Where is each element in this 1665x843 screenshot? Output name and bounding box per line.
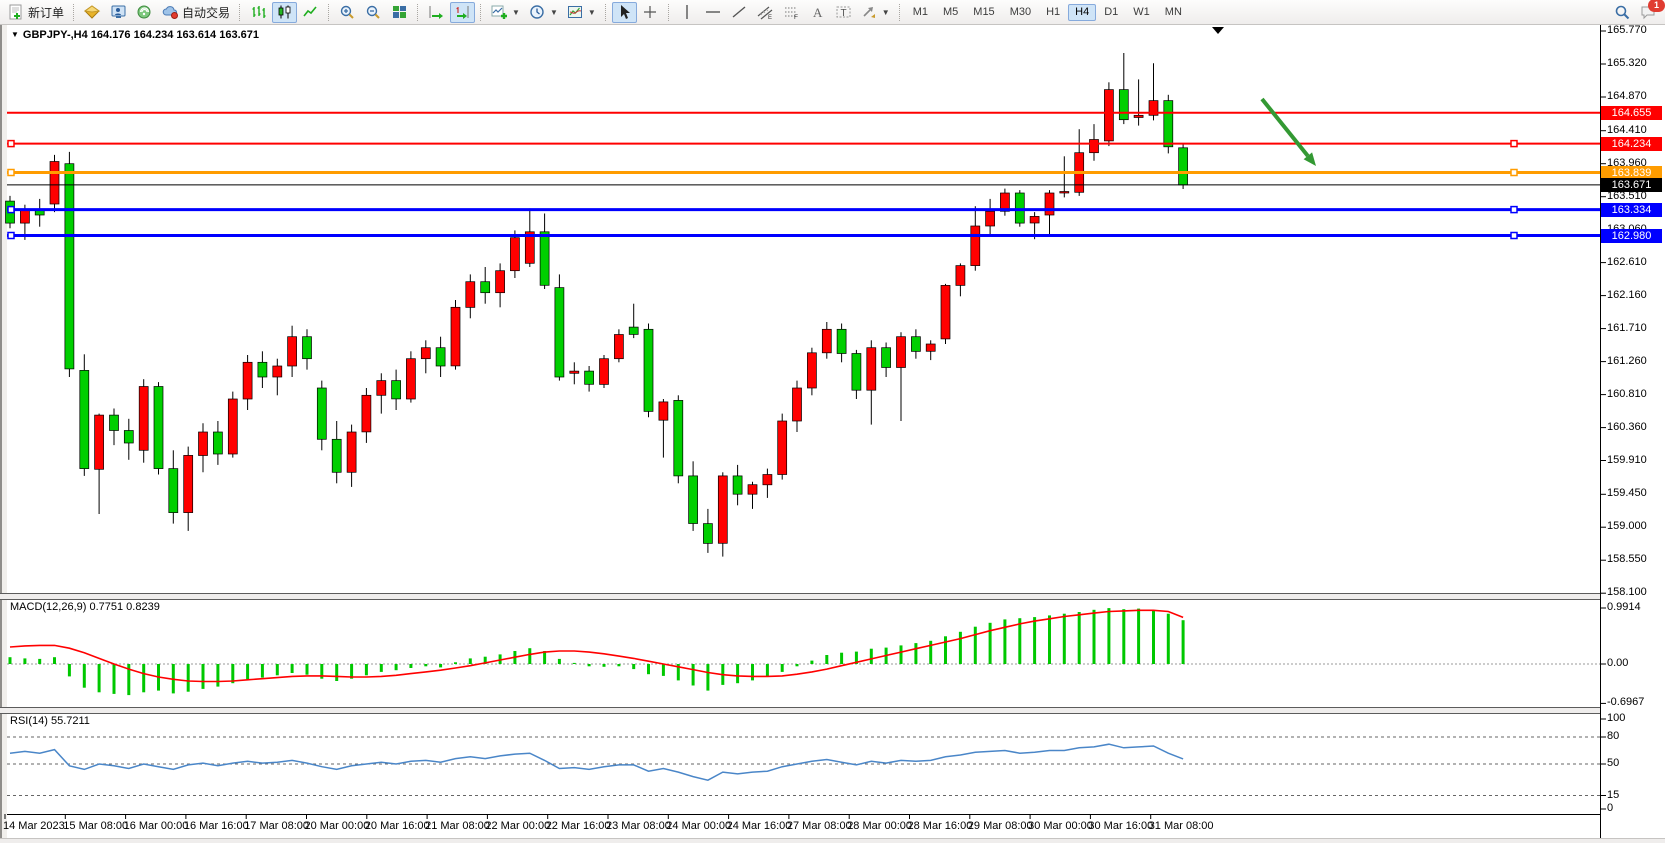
bar-chart-button[interactable] bbox=[246, 2, 271, 23]
tile-windows-button[interactable] bbox=[387, 2, 412, 23]
equidistant-channel-button[interactable]: E bbox=[753, 2, 778, 23]
autotrading-button[interactable]: 自动交易 bbox=[158, 2, 234, 23]
new-order-button[interactable]: 新订单 bbox=[4, 2, 68, 23]
toolbar-separator bbox=[73, 3, 75, 21]
main-chart-panel[interactable] bbox=[7, 25, 1600, 593]
toolbar-separator bbox=[604, 3, 607, 21]
channel-icon: E bbox=[757, 4, 774, 21]
toolbar-separator bbox=[328, 3, 330, 21]
window-left-edge bbox=[0, 25, 7, 838]
timeframe-w1-button[interactable]: W1 bbox=[1126, 4, 1157, 21]
chevron-down-icon: ▼ bbox=[512, 7, 520, 17]
svg-text:E: E bbox=[768, 15, 772, 20]
arrow-symbols-icon bbox=[861, 4, 878, 20]
text-label-button[interactable]: T bbox=[831, 2, 856, 23]
toolbar-separator bbox=[898, 3, 901, 21]
add-indicator-icon bbox=[491, 4, 508, 20]
vertical-line-icon bbox=[679, 4, 696, 20]
horizontal-line-button[interactable] bbox=[701, 2, 726, 23]
price-axis[interactable] bbox=[1600, 25, 1665, 838]
candlestick-icon bbox=[276, 4, 293, 20]
ohlc-bars-icon bbox=[250, 4, 267, 20]
zoom-in-button[interactable] bbox=[335, 2, 360, 23]
timeframe-h1-button[interactable]: H1 bbox=[1039, 4, 1067, 21]
candlestick-chart-button[interactable] bbox=[272, 1, 298, 23]
cursor-button[interactable] bbox=[611, 1, 637, 23]
svg-text:A: A bbox=[813, 5, 823, 20]
chevron-down-icon: ▼ bbox=[881, 7, 890, 17]
fibonacci-icon: F bbox=[783, 4, 800, 21]
periods-button[interactable]: ▼ bbox=[525, 2, 562, 23]
search-button[interactable] bbox=[1610, 2, 1635, 23]
chart-ohlc-readout: ▼ GBPJPY-,H4 164.176 164.234 163.614 163.… bbox=[11, 29, 259, 41]
toolbar: 新订单 自动交易 bbox=[0, 0, 1665, 25]
strategy-tester-button[interactable] bbox=[106, 2, 131, 23]
toolbar-separator bbox=[417, 3, 419, 21]
chevron-down-icon: ▼ bbox=[587, 7, 596, 17]
trendline-button[interactable] bbox=[727, 2, 752, 23]
time-axis[interactable] bbox=[0, 814, 1665, 839]
new-chart-button[interactable] bbox=[80, 2, 105, 23]
indicators-button[interactable]: ▼ bbox=[487, 2, 524, 23]
rsi-indicator-label: RSI(14) 55.7211 bbox=[10, 715, 90, 727]
macd-indicator-label: MACD(12,26,9) 0.7751 0.8239 bbox=[10, 601, 160, 613]
zoom-out-icon bbox=[365, 4, 382, 20]
cursor-arrow-icon bbox=[616, 4, 633, 20]
horizontal-line-icon bbox=[705, 4, 722, 20]
zoom-in-icon bbox=[339, 4, 356, 20]
toolbar-separator bbox=[239, 3, 241, 21]
panel-splitter[interactable] bbox=[0, 593, 1665, 600]
chevron-down-icon: ▼ bbox=[549, 7, 558, 17]
timeframe-m30-button[interactable]: M30 bbox=[1003, 4, 1038, 21]
line-chart-icon bbox=[302, 4, 319, 20]
autotrading-cloud-icon bbox=[162, 4, 179, 20]
auto-scroll-icon bbox=[428, 4, 445, 20]
template-icon bbox=[567, 4, 584, 20]
templates-button[interactable]: ▼ bbox=[563, 2, 600, 23]
macd-panel[interactable] bbox=[7, 600, 1600, 707]
gold-diamond-icon bbox=[83, 4, 101, 20]
chart-shift-button[interactable] bbox=[450, 1, 476, 23]
autotrading-label: 自动交易 bbox=[182, 5, 231, 20]
fibonacci-button[interactable]: F bbox=[779, 2, 804, 23]
svg-text:F: F bbox=[794, 14, 798, 20]
toolbar-separator bbox=[480, 3, 482, 21]
chart-shift-icon bbox=[454, 4, 471, 20]
tile-windows-icon bbox=[391, 4, 408, 20]
clock-icon bbox=[529, 4, 546, 20]
text-a-icon: A bbox=[809, 4, 826, 20]
chevron-down-icon: ▼ bbox=[11, 30, 19, 39]
signal-orb-icon bbox=[136, 4, 153, 20]
timeframe-m5-button[interactable]: M5 bbox=[936, 4, 965, 21]
arrows-button[interactable]: ▼ bbox=[857, 2, 894, 23]
zoom-out-button[interactable] bbox=[361, 2, 386, 23]
window-bottom-edge bbox=[0, 838, 1665, 843]
search-icon bbox=[1614, 4, 1631, 20]
panel-splitter[interactable] bbox=[0, 707, 1665, 714]
text-label-icon: T bbox=[835, 4, 852, 20]
text-button[interactable]: A bbox=[805, 2, 830, 23]
svg-text:T: T bbox=[840, 8, 846, 19]
auto-scroll-button[interactable] bbox=[424, 2, 449, 23]
ohlc-text: GBPJPY-,H4 164.176 164.234 163.614 163.6… bbox=[22, 29, 259, 41]
trendline-icon bbox=[731, 4, 748, 20]
notifications-button[interactable]: 1 bbox=[1636, 0, 1665, 23]
toolbar-separator bbox=[667, 3, 670, 21]
new-order-label: 新订单 bbox=[28, 5, 65, 20]
timeframe-m1-button[interactable]: M1 bbox=[906, 4, 935, 21]
timeframe-h4-button[interactable]: H4 bbox=[1068, 3, 1097, 21]
rsi-panel[interactable] bbox=[7, 714, 1600, 814]
signals-button[interactable] bbox=[132, 2, 157, 23]
vertical-line-button[interactable] bbox=[675, 2, 700, 23]
notification-count-badge: 1 bbox=[1648, 0, 1665, 12]
crosshair-button[interactable] bbox=[638, 2, 663, 23]
timeframe-d1-button[interactable]: D1 bbox=[1097, 4, 1125, 21]
line-chart-button[interactable] bbox=[298, 2, 323, 23]
timeframe-mn-button[interactable]: MN bbox=[1158, 4, 1189, 21]
timeframe-m15-button[interactable]: M15 bbox=[966, 4, 1001, 21]
monitor-person-icon bbox=[110, 4, 127, 20]
crosshair-icon bbox=[642, 4, 659, 20]
new-order-icon bbox=[8, 4, 25, 20]
